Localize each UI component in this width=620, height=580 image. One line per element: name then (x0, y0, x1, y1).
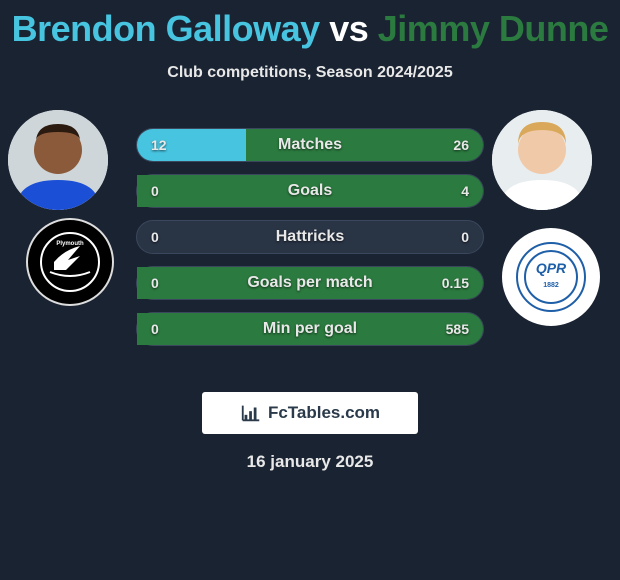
stat-label: Min per goal (263, 320, 357, 338)
player1-club-badge: Plymouth (26, 218, 114, 306)
svg-text:QPR: QPR (536, 260, 567, 276)
subtitle: Club competitions, Season 2024/2025 (0, 64, 620, 82)
stat-value-left: 12 (151, 137, 167, 153)
stat-value-left: 0 (151, 321, 159, 337)
comparison-panel: Plymouth QPR 1882 12 26 Matches 0 4 Goals 0 0 Ha… (0, 110, 620, 370)
stat-value-right: 585 (446, 321, 469, 337)
stat-row: 0 0 Hattricks (136, 220, 484, 254)
stat-value-left: 0 (151, 183, 159, 199)
player2-face-icon (492, 110, 592, 210)
branding-badge: FcTables.com (202, 392, 418, 434)
stat-label: Matches (278, 136, 342, 154)
date-text: 16 january 2025 (0, 452, 620, 472)
stat-value-right: 4 (461, 183, 469, 199)
stat-value-right: 26 (453, 137, 469, 153)
stat-row: 12 26 Matches (136, 128, 484, 162)
player2-avatar (492, 110, 592, 210)
plymouth-badge-icon: Plymouth (40, 232, 100, 292)
chart-icon (240, 402, 262, 424)
qpr-badge-icon: QPR 1882 (515, 241, 587, 313)
player1-name: Brendon Galloway (12, 8, 320, 49)
branding-text: FcTables.com (268, 403, 380, 423)
page-title: Brendon Galloway vs Jimmy Dunne (0, 0, 620, 50)
stat-bars: 12 26 Matches 0 4 Goals 0 0 Hattricks 0 0.15 Goals … (136, 128, 484, 346)
stat-row: 0 4 Goals (136, 174, 484, 208)
stat-value-left: 0 (151, 229, 159, 245)
svg-text:1882: 1882 (543, 282, 559, 289)
svg-text:Plymouth: Plymouth (56, 241, 84, 247)
vs-text: vs (329, 8, 368, 49)
stat-label: Goals per match (247, 274, 372, 292)
stat-label: Goals (288, 182, 332, 200)
player2-club-badge: QPR 1882 (502, 228, 600, 326)
stat-value-left: 0 (151, 275, 159, 291)
player1-avatar (8, 110, 108, 210)
stat-row: 0 0.15 Goals per match (136, 266, 484, 300)
stat-value-right: 0 (461, 229, 469, 245)
stat-label: Hattricks (276, 228, 344, 246)
player2-name: Jimmy Dunne (378, 8, 609, 49)
player1-face-icon (8, 110, 108, 210)
stat-row: 0 585 Min per goal (136, 312, 484, 346)
stat-value-right: 0.15 (442, 275, 469, 291)
